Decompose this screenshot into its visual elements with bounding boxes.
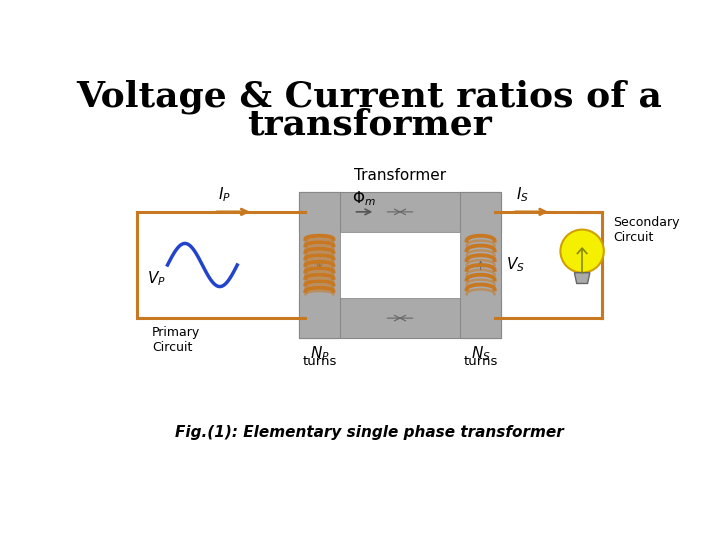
Circle shape (560, 230, 604, 273)
FancyBboxPatch shape (300, 192, 500, 232)
Text: $N_P$: $N_P$ (310, 345, 329, 363)
Text: turns: turns (302, 355, 336, 368)
Text: $\Phi_m$: $\Phi_m$ (352, 190, 376, 208)
Polygon shape (575, 273, 590, 284)
FancyBboxPatch shape (461, 192, 500, 338)
Text: Secondary
Circuit: Secondary Circuit (613, 215, 680, 244)
FancyBboxPatch shape (300, 298, 500, 338)
Text: Primary
Circuit: Primary Circuit (152, 326, 200, 354)
FancyBboxPatch shape (300, 192, 340, 338)
Text: turns: turns (464, 355, 498, 368)
Text: $I_S$: $I_S$ (516, 185, 529, 204)
FancyBboxPatch shape (340, 232, 461, 298)
Text: transformer: transformer (247, 107, 491, 141)
Text: $I_P$: $I_P$ (218, 185, 231, 204)
Text: $V_P$: $V_P$ (147, 269, 166, 287)
Text: Voltage & Current ratios of a: Voltage & Current ratios of a (76, 80, 662, 114)
Text: $N_S$: $N_S$ (471, 345, 490, 363)
Text: $V_S$: $V_S$ (506, 255, 525, 274)
Text: Transformer: Transformer (354, 167, 446, 183)
Text: Fig.(1): Elementary single phase transformer: Fig.(1): Elementary single phase transfo… (175, 426, 563, 440)
